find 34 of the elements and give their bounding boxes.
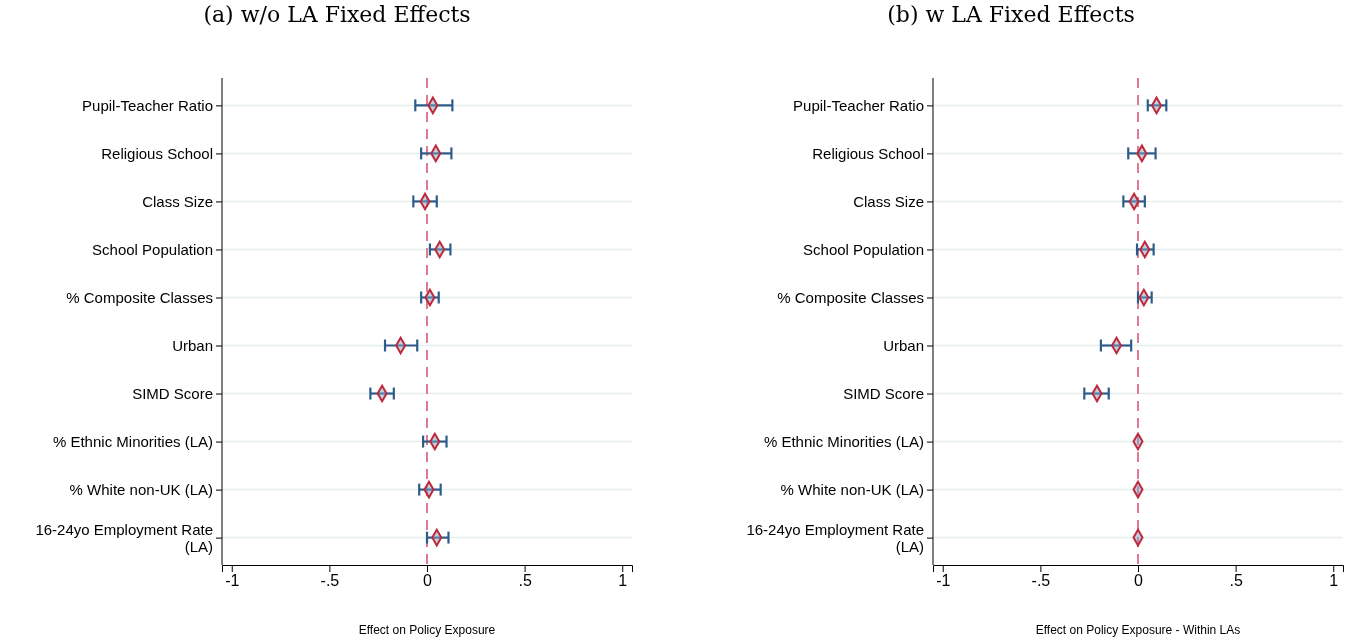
y-tick-label: Religious School bbox=[101, 145, 213, 163]
x-tick-label: 0 bbox=[423, 572, 433, 590]
x-tick-label: -1 bbox=[225, 572, 240, 590]
y-tick-label: Pupil-Teacher Ratio bbox=[82, 97, 213, 115]
x-tick-label: 1 bbox=[1329, 572, 1339, 590]
y-tick-label: % White non-UK (LA) bbox=[69, 481, 213, 499]
y-tick-label: % Ethnic Minorities (LA) bbox=[763, 433, 924, 451]
x-tick-label: .5 bbox=[518, 572, 532, 590]
y-tick-label: 16-24yo Employment Rate (LA) bbox=[35, 521, 213, 555]
x-tick-label: -1 bbox=[936, 572, 951, 590]
chart-title: (b) w LA Fixed Effects bbox=[887, 2, 1135, 27]
x-axis-title: Effect on Policy Exposure - Within LAs bbox=[1035, 623, 1241, 637]
x-tick-label: 1 bbox=[618, 572, 628, 590]
y-tick-label: SIMD Score bbox=[132, 385, 213, 403]
x-tick-label: 0 bbox=[1134, 572, 1144, 590]
x-axis-title: Effect on Policy Exposure bbox=[358, 623, 496, 637]
y-tick-label: SIMD Score bbox=[843, 385, 924, 403]
x-tick-label: .5 bbox=[1229, 572, 1243, 590]
y-tick-label: Class Size bbox=[853, 193, 924, 211]
y-tick-label: Class Size bbox=[142, 193, 213, 211]
y-tick-label: School Population bbox=[92, 241, 213, 259]
y-tick-label: 16-24yo Employment Rate (LA) bbox=[746, 521, 924, 555]
y-tick-label: % Ethnic Minorities (LA) bbox=[52, 433, 213, 451]
y-tick-label: Urban bbox=[883, 337, 924, 355]
chart-title: (a) w/o LA Fixed Effects bbox=[203, 2, 471, 27]
x-tick-label: -.5 bbox=[320, 572, 340, 590]
y-tick-label: Pupil-Teacher Ratio bbox=[793, 97, 924, 115]
y-tick-label: School Population bbox=[803, 241, 924, 259]
y-tick-label: % Composite Classes bbox=[777, 289, 924, 307]
y-tick-label: % Composite Classes bbox=[66, 289, 213, 307]
y-tick-label: Urban bbox=[172, 337, 213, 355]
x-tick-label: -.5 bbox=[1031, 572, 1051, 590]
y-tick-label: % White non-UK (LA) bbox=[780, 481, 924, 499]
y-tick-label: Religious School bbox=[812, 145, 924, 163]
